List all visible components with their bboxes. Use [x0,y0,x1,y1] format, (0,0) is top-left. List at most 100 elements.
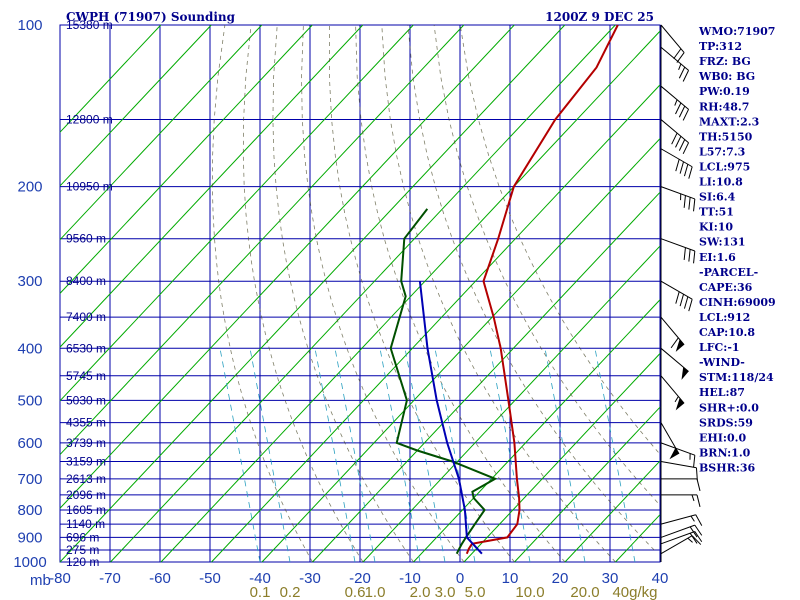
barb-flag [675,102,682,115]
index-line: KI:10 [699,221,733,234]
barb-flag [682,142,690,155]
barb-flag [676,52,685,63]
moist-adiabats [211,24,659,563]
index-line: TT:51 [699,206,734,219]
barb-shaft [660,514,696,525]
isotherm [615,514,661,563]
height-label: 8400 m [66,274,106,288]
pressure-tick-label: 600 [17,435,42,452]
temp-tick-label: -80 [49,570,71,587]
index-line: CAP:10.8 [699,326,755,339]
adiabat [355,24,566,563]
index-line: CAPE:36 [699,281,753,294]
isotherm [59,24,212,187]
index-line: EHI:0.0 [699,431,746,444]
index-line: HEL:87 [699,386,745,399]
height-label: 275 m [66,543,99,557]
height-label: 5745 m [66,369,106,383]
barb-pennant [669,447,679,460]
barb-shaft [660,280,693,300]
height-label: 4355 m [66,416,106,430]
wind-barb [660,461,698,481]
barb-flag [678,139,686,151]
index-line: LFC:-1 [699,341,740,354]
wind-barb [660,535,702,555]
mixing-ratio-label: 0.6 [345,584,366,600]
index-line: RH:48.7 [699,100,749,113]
mixing-ratio-line [489,348,531,563]
chart-title: CWPH (71907) Sounding [66,10,236,24]
mixing-ratio-line [249,348,291,563]
index-line: SW:131 [699,236,746,249]
barb-shaft [660,442,695,456]
adiabat [381,24,616,563]
barb-flag [694,531,703,543]
barb-flag [696,494,701,508]
temp-tick-label: -30 [299,570,321,587]
series-dewpoint [389,208,498,555]
wind-barb [661,494,701,508]
index-line: LI:10.8 [699,176,743,189]
pressure-tick-label: 400 [17,340,42,357]
index-line: MAXT:2.3 [699,115,759,128]
index-line: L57:7.3 [699,145,745,158]
pressure-tick-label: 100 [17,17,42,34]
x-axis-unit-label: mb [30,572,51,589]
index-line: STM:118/24 [699,371,774,384]
index-line: BRN:1.0 [699,446,751,459]
isotherm [463,353,661,563]
index-line: EI:1.6 [699,251,736,264]
barb-flag [678,105,686,118]
adiabat [301,24,465,563]
isotherm [211,84,661,563]
pressure-temp-grid [59,24,661,563]
barb-shaft [660,119,689,144]
adiabat [328,24,515,563]
wind-barb [660,46,690,82]
sounding-time: 1200Z 9 DEC 25 [545,10,654,24]
height-label: 15380 m [66,18,113,32]
barb-shaft [660,238,695,252]
isotherm [564,460,661,563]
pressure-tick-label: 500 [17,392,42,409]
height-label: 12800 m [66,113,113,127]
isotherm [110,24,616,563]
mixing-ratio-label: 20.0 [570,584,599,600]
barb-flag [696,478,701,491]
isotherm [362,245,661,563]
index-line: SRDS:59 [699,416,753,429]
barb-flag [671,132,678,145]
wind-barb [660,186,696,212]
wind-barb [660,24,685,63]
barb-shaft [660,524,695,538]
height-label: 1605 m [66,503,106,517]
barb-shaft [660,531,695,545]
barb-flag [688,299,693,312]
isotherm [59,24,313,294]
pressure-tick-label: 700 [17,471,42,488]
wind-barb [660,531,703,545]
pressure-tick-label: 800 [17,502,42,519]
height-label: 5030 m [66,393,106,407]
index-line: BSHR:36 [699,461,755,474]
barb-half-flag [690,515,695,522]
series-parcel [418,281,483,555]
height-label: 2613 m [66,472,106,486]
barb-flag [675,159,680,172]
mixing-ratio-line [544,348,586,563]
isotherm [59,24,364,348]
isotherm [261,138,661,563]
temp-tick-label: -50 [199,570,221,587]
mixing-ratio-lines [219,348,636,563]
isotherm [59,24,414,402]
wind-barb [660,238,696,264]
pressure-tick-label: 1000 [13,554,46,571]
index-line: WMO:71907 [698,25,775,38]
pressure-tick-label: 300 [17,273,42,290]
index-line: LCL:975 [699,160,750,173]
isotherm [160,30,661,563]
height-label: 1140 m [66,517,105,531]
barb-flag [691,535,702,545]
